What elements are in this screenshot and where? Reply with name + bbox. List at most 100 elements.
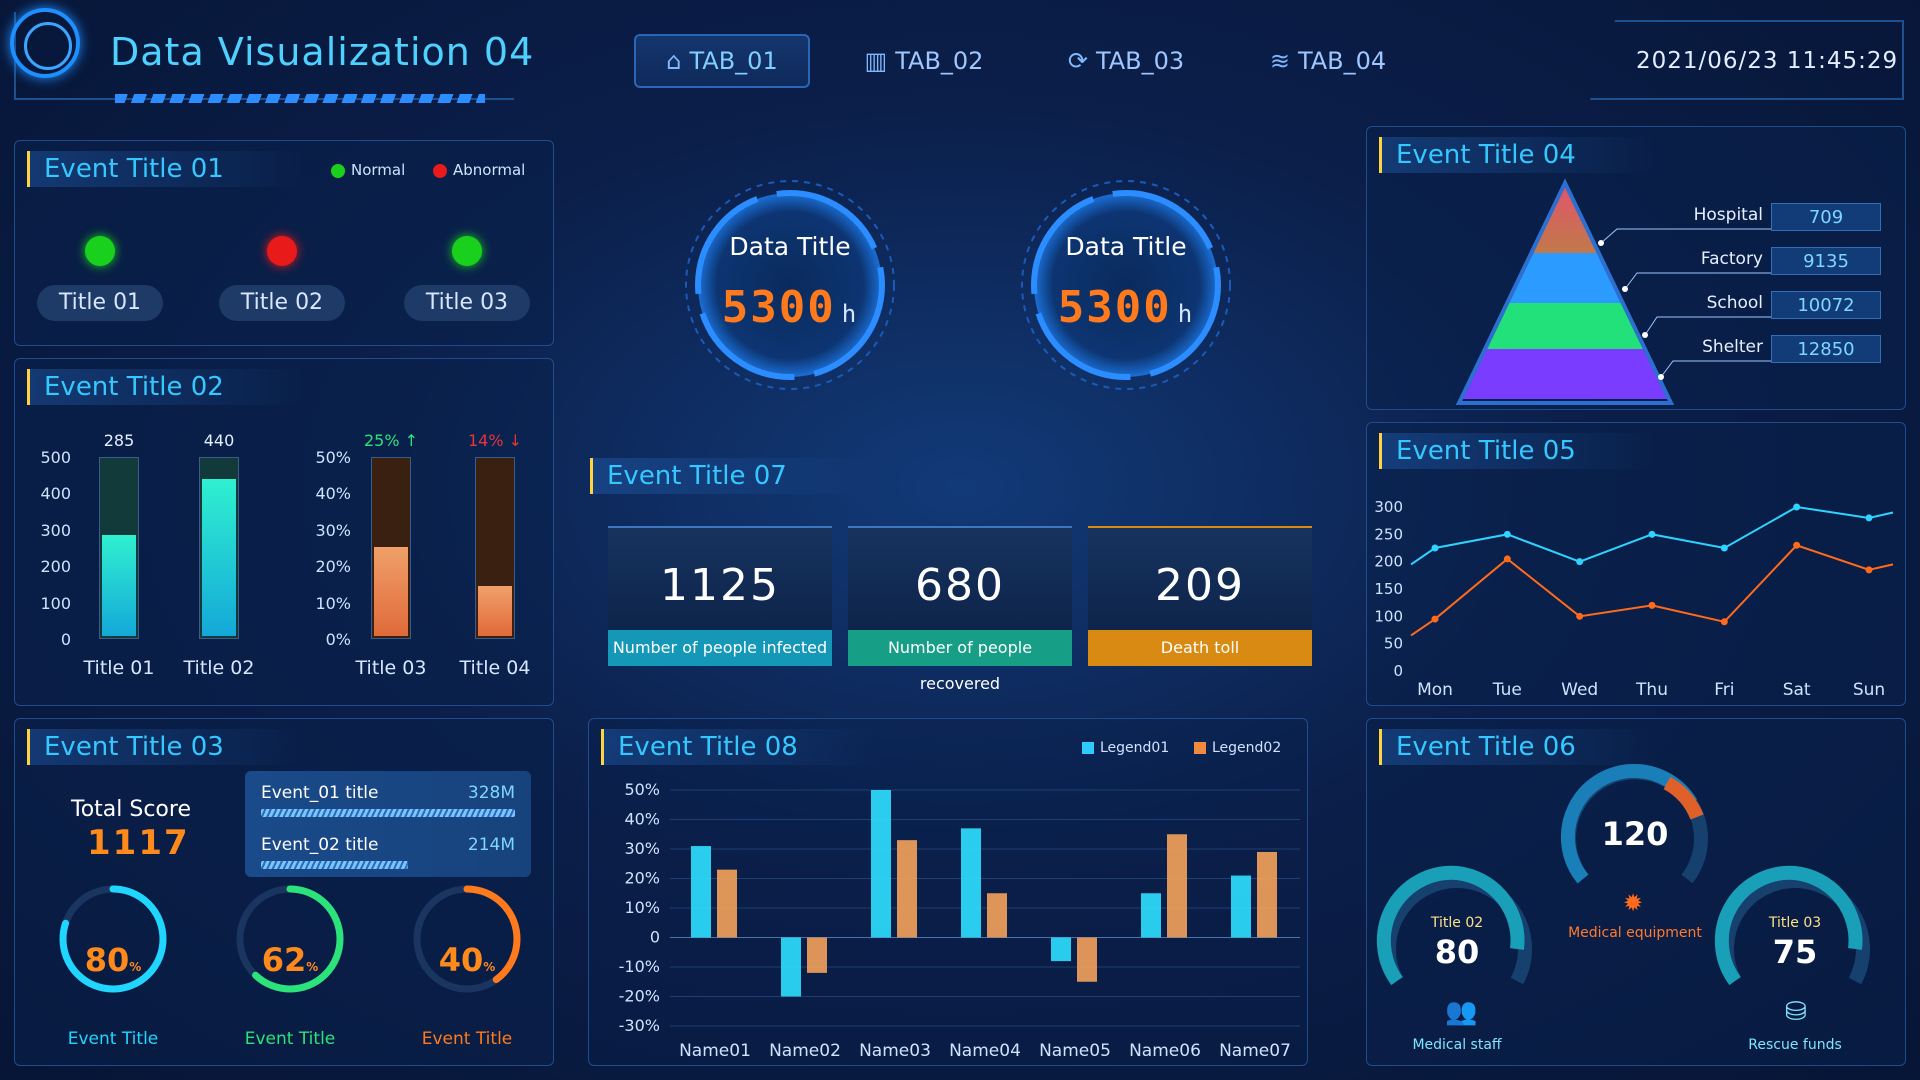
x-category-label: Name07	[1219, 1041, 1291, 1061]
y-tick-label: 20%	[624, 869, 660, 888]
data-point	[1431, 544, 1439, 552]
bar	[717, 869, 737, 938]
bar-track	[475, 457, 515, 639]
y-tick-label: -20%	[619, 987, 660, 1006]
gauge-value-3: 75	[1772, 933, 1818, 971]
y-tick-label: 0%	[325, 630, 351, 649]
logo-icon	[10, 8, 80, 78]
y-tick-label: 300	[40, 520, 71, 540]
y-tick-label: 10%	[315, 593, 351, 613]
event07-title: Event Title 07	[590, 458, 867, 494]
x-category-label: Wed	[1561, 680, 1598, 700]
x-category-label: Name02	[769, 1041, 841, 1061]
bar	[1051, 937, 1071, 962]
bar	[897, 840, 917, 938]
tab-02[interactable]: ▥ TAB_02	[836, 34, 1012, 88]
y-tick-label: 50%	[624, 780, 660, 799]
gauge-label-2: Medical equipment	[1568, 925, 1702, 941]
item-pill-3[interactable]: Title 03	[404, 285, 530, 321]
stat-value: 209	[1088, 526, 1312, 630]
bar	[1077, 937, 1097, 982]
panel-title: Event Title 04	[1379, 137, 1656, 173]
app-title: Data Visualization 04	[110, 30, 535, 74]
normal-dot-icon	[331, 163, 345, 178]
layers-icon: ≋	[1269, 47, 1290, 75]
data-point	[1865, 514, 1873, 522]
y-tick-label: 400	[40, 484, 71, 504]
event01-panel: Event Title 01 Normal Abnormal Title 01 …	[14, 140, 554, 346]
data-point	[1720, 544, 1728, 552]
ring-value-3: 40%	[438, 941, 496, 979]
event03-panel: Event Title 03 Total Score 1117 Event_01…	[14, 718, 554, 1066]
tab-03[interactable]: ⟳ TAB_03	[1038, 34, 1214, 88]
data-point	[1503, 555, 1511, 563]
item-pill-1[interactable]: Title 01	[37, 285, 163, 321]
tab-01[interactable]: ⌂ TAB_01	[634, 34, 810, 88]
legend-normal: Normal	[331, 161, 405, 179]
y-tick-label: 50	[1384, 635, 1403, 653]
gauge-value-1: 5300 h	[721, 282, 859, 333]
bar	[781, 937, 801, 997]
stat-caption: Number of people recovered	[848, 630, 1072, 693]
bar	[961, 828, 981, 938]
tab-bar: ⌂ TAB_01 ▥ TAB_02 ⟳ TAB_03 ≋ TAB_04	[634, 34, 1416, 88]
tab-label: TAB_03	[1095, 47, 1185, 75]
bar-track	[199, 457, 239, 639]
y-tick-label: 250	[1374, 525, 1403, 543]
gauge-label-1: Medical staff	[1412, 1037, 1502, 1053]
data-point	[1793, 503, 1801, 511]
pyramid-label-1: Hospital	[1693, 205, 1763, 225]
bar	[1257, 851, 1277, 938]
status-dot-2	[267, 236, 297, 266]
bar	[102, 534, 136, 636]
status-dot-1	[85, 236, 115, 266]
pyramid-label-4: Shelter	[1702, 337, 1763, 357]
x-category-label: Title 04	[459, 657, 531, 679]
pyramid-value-3: 10072	[1771, 291, 1881, 319]
event06-panel: Event Title 06 Title 02 80 👥 Medical sta…	[1366, 718, 1906, 1066]
gauge-title-2: Data Title	[1065, 232, 1187, 261]
bar	[987, 893, 1007, 938]
y-tick-label: 10%	[624, 898, 660, 917]
ring-label-2: Event Title	[244, 1029, 336, 1049]
gauge-title-3: Title 03	[1768, 915, 1822, 931]
y-tick-label: 0	[650, 928, 660, 947]
legend-02: Legend02	[1194, 740, 1281, 756]
bar	[202, 479, 236, 636]
event-row-2: Event_02 title 214M	[261, 835, 515, 855]
event-row-1: Event_01 title 328M	[261, 783, 515, 803]
y-tick-label: 30%	[624, 839, 660, 858]
data-point	[1576, 558, 1584, 566]
panel-title: Event Title 06	[1379, 729, 1656, 765]
tab-04[interactable]: ≋ TAB_04	[1240, 34, 1416, 88]
x-category-label: Title 03	[355, 657, 427, 679]
x-category-label: Title 01	[83, 657, 155, 679]
gauge-label-3: Rescue funds	[1748, 1037, 1842, 1053]
progress-rings	[59, 885, 521, 993]
y-tick-label: 20%	[315, 557, 351, 577]
y-tick-label: 100	[40, 593, 71, 613]
bar	[807, 937, 827, 973]
y-tick-label: 300	[1374, 498, 1403, 516]
panel-title: Event Title 01	[27, 151, 304, 187]
bar-data-label: 25% ↑	[363, 431, 419, 450]
y-tick-label: 40%	[624, 810, 660, 829]
data-point	[1503, 530, 1511, 538]
x-category-label: Fri	[1714, 680, 1734, 700]
item-pill-2[interactable]: Title 02	[219, 285, 345, 321]
bar	[478, 586, 512, 636]
stat-value: 1125	[608, 526, 832, 630]
x-category-label: Sun	[1853, 680, 1885, 700]
equipment-icon: ✹	[1623, 889, 1644, 917]
ring-progress	[59, 885, 167, 993]
pyramid-value-1: 709	[1771, 203, 1881, 231]
x-category-label: Name06	[1129, 1041, 1201, 1061]
title-decoration	[115, 94, 485, 103]
series-line	[1410, 544, 1894, 637]
bar	[374, 547, 408, 636]
ring-label-3: Event Title	[421, 1029, 513, 1049]
x-category-label: Name01	[679, 1041, 751, 1061]
ring-progress	[236, 885, 344, 993]
event-progress-bar-1	[261, 809, 515, 817]
event06-gauges	[1376, 763, 1870, 986]
